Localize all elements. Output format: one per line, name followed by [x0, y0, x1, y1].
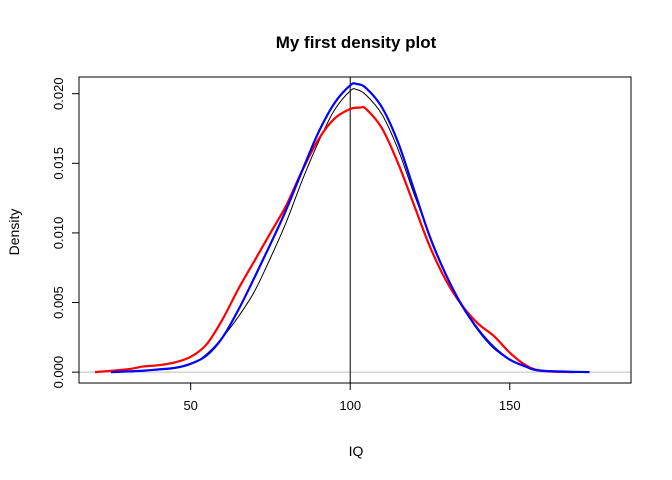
density-curve-red [94, 105, 574, 374]
x-axis: 50 100 150 [183, 382, 521, 413]
y-tick-label: 0.005 [51, 286, 66, 319]
y-axis-label: Density [6, 209, 22, 256]
y-tick-label: 0.015 [51, 147, 66, 180]
y-tick-label: 0.010 [51, 217, 66, 250]
x-tick-label: 50 [183, 398, 197, 413]
x-axis-label: IQ [349, 443, 364, 459]
plot-area [79, 77, 631, 383]
x-tick-label: 100 [339, 398, 361, 413]
y-tick-label: 0.000 [51, 356, 66, 389]
x-tick-label: 150 [499, 398, 521, 413]
chart-title: My first density plot [276, 33, 437, 52]
y-tick-label: 0.020 [51, 77, 66, 110]
density-curve-black [110, 88, 574, 373]
plot-frame [78, 76, 632, 384]
y-axis: 0.000 0.005 0.010 0.015 0.020 [51, 77, 80, 389]
density-curve-blue [110, 82, 590, 374]
